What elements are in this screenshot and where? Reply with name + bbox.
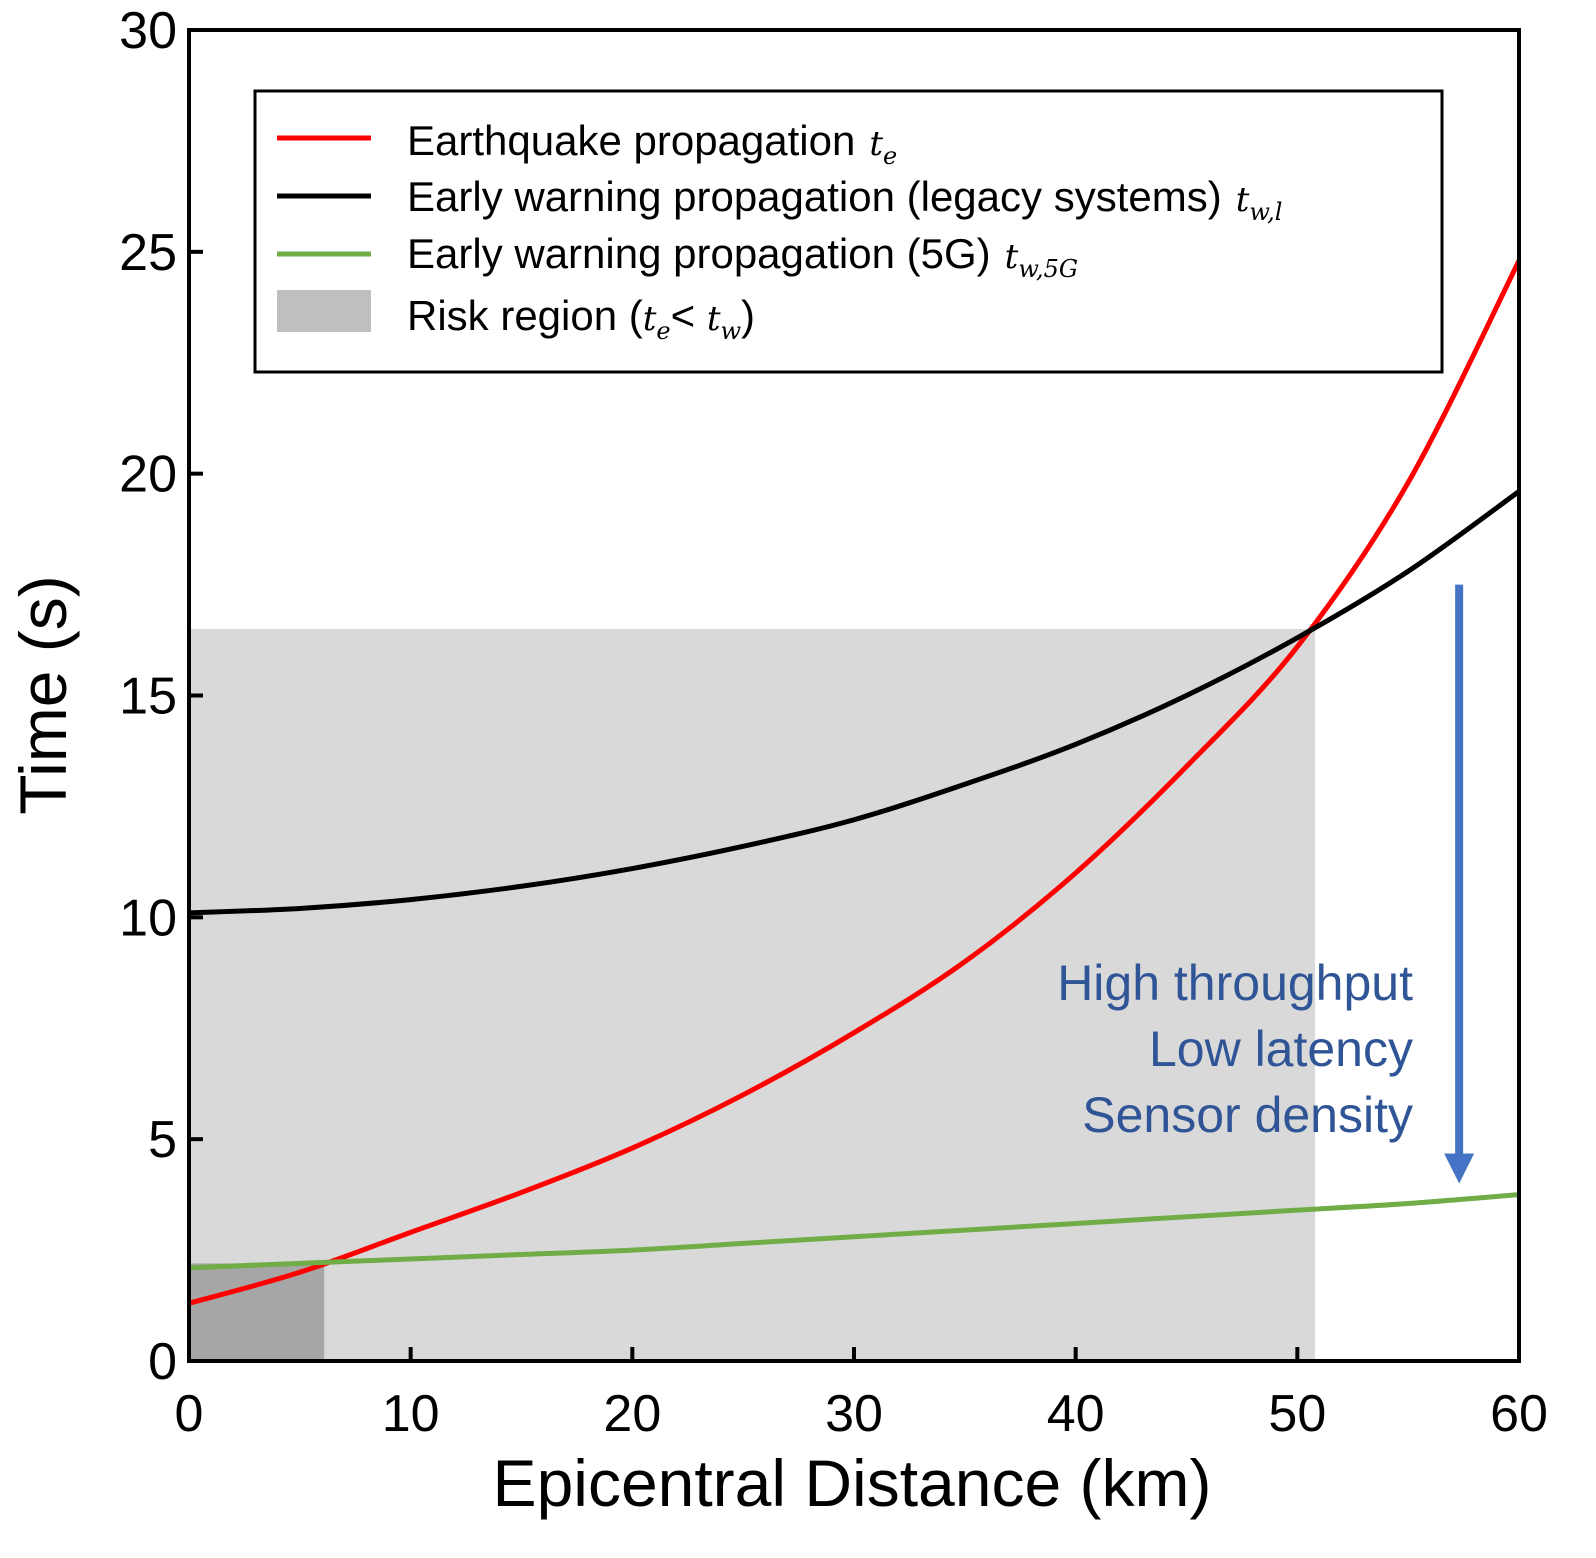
legend-swatch-risk [277,290,371,332]
annotation-line-2: Low latency [1149,1021,1413,1077]
y-tick-label-4: 20 [119,446,177,504]
legend-box [253,89,1444,374]
y-tick-label-3: 15 [119,668,177,726]
series-line-0 [188,259,1522,1306]
risk-regions [189,628,1316,1361]
x-tick-label-4: 40 [1047,1385,1105,1443]
legend-label-5g: Early warning propagation (5G) tw,5G [407,230,1078,283]
y-tick-label-0: 0 [148,1333,177,1391]
series-line-1 [188,489,1521,916]
series-line-2 [188,1192,1520,1271]
legend-label-earthquake: Earthquake propagation te [407,117,897,170]
annotation-line-1: High throughput [1057,955,1413,1011]
axis-ticks: 0 10 20 30 40 50 60 0 5 10 15 20 25 30 [119,2,1548,1443]
annotation-line-3: Sensor density [1082,1087,1413,1143]
x-axis-label: Epicentral Distance (km) [493,1446,1212,1520]
x-tick-label-5: 50 [1268,1385,1326,1443]
y-tick-label-5: 25 [119,224,177,282]
risk-region-0 [189,628,1316,1361]
x-tick-label-2: 20 [603,1385,661,1443]
risk-region-1 [189,1263,325,1361]
x-tick-label-1: 10 [382,1385,440,1443]
x-tick-label-3: 30 [825,1385,883,1443]
legend: Earthquake propagation te Early warning p… [253,89,1444,374]
x-tick-label-6: 60 [1490,1385,1548,1443]
legend-label-legacy: Early warning propagation (legacy system… [407,173,1282,226]
annotation-arrow-head [1444,1153,1475,1184]
y-tick-label-1: 5 [148,1111,177,1169]
series-lines [188,259,1522,1306]
y-tick-label-6: 30 [119,2,177,60]
x-tick-label-0: 0 [175,1385,204,1443]
y-tick-label-2: 10 [119,889,177,947]
annotation: High throughput Low latency Sensor densi… [1057,584,1475,1184]
y-axis-label: Time (s) [6,575,80,815]
legend-label-risk: Risk region (te< tw) [407,292,755,345]
